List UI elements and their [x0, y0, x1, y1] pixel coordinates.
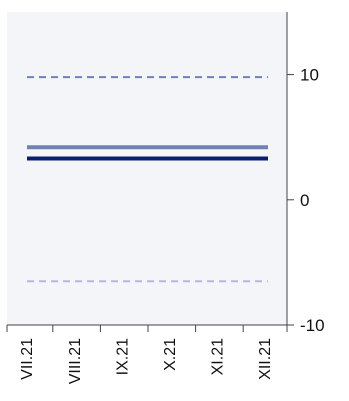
x-tick-label: IX.21	[114, 338, 131, 375]
x-tick-label: X.21	[162, 338, 179, 371]
y-tick-label: 0	[300, 191, 309, 210]
x-tick-label: XII.21	[257, 338, 274, 380]
x-tick-label: VIII.21	[67, 338, 84, 384]
x-tick-label: XI.21	[210, 338, 227, 375]
y-tick-label: -10	[300, 316, 325, 335]
plot-area	[7, 12, 287, 325]
axis-layer: -10 0 10 VII.21 VIII.21 IX.21 X.21 XI.21 XII.21	[6, 12, 325, 384]
series-layer	[27, 76, 268, 283]
y-tick-label: 10	[300, 66, 319, 85]
x-tick-label: VII.21	[19, 338, 36, 380]
